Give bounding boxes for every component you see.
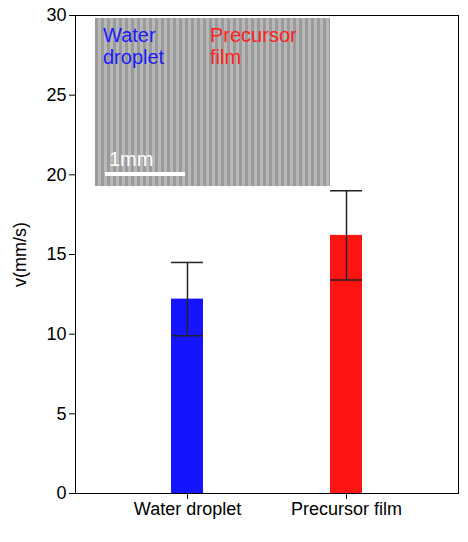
svg-text:15: 15	[46, 244, 66, 264]
html-text:Water droplet: Water droplet	[103, 24, 165, 68]
svg-text:Precursor film: Precursor film	[291, 499, 402, 519]
svg-text:30: 30	[46, 5, 66, 25]
html-text:1mm: 1mm	[109, 148, 154, 170]
svg-text:Water droplet: Water droplet	[134, 499, 241, 519]
svg-text:v(mm/s): v(mm/s)	[10, 222, 30, 287]
svg-text:5: 5	[56, 404, 66, 424]
svg-text:0: 0	[56, 483, 66, 503]
svg-text:25: 25	[46, 85, 66, 105]
html-text:Precursor film: Precursor film	[210, 24, 297, 68]
svg-text:20: 20	[46, 165, 66, 185]
svg-text:10: 10	[46, 324, 66, 344]
